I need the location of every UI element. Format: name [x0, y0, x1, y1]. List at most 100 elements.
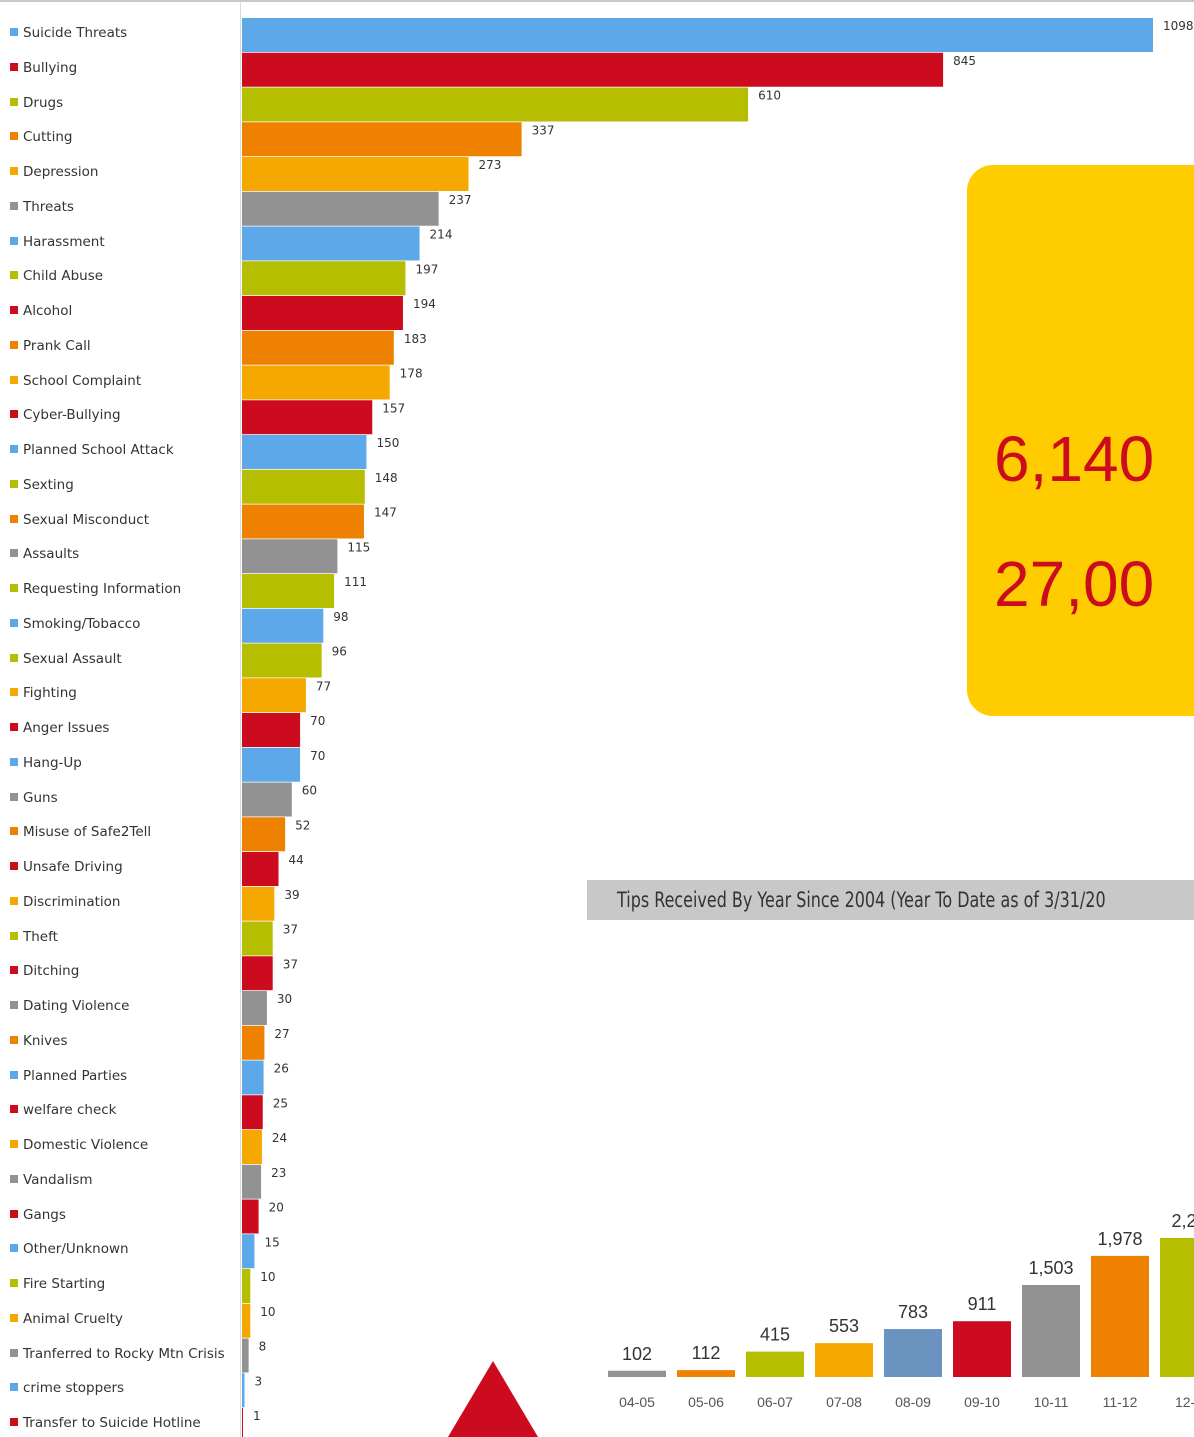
bar-value-label-36: 10: [260, 1270, 275, 1284]
legend-swatch-14: [10, 514, 18, 523]
bar-10: [242, 365, 390, 400]
legend-item-4: Depression: [10, 162, 98, 182]
bar-5: [242, 191, 439, 226]
legend-item-21: Hang-Up: [10, 753, 82, 773]
year-category-label-0: 04-05: [619, 1394, 655, 1410]
legend-item-0: Suicide Threats: [10, 23, 127, 43]
legend-item-40: Transfer to Suicide Hotline: [10, 1413, 201, 1433]
legend-label-9: Prank Call: [23, 337, 91, 354]
legend-label-21: Hang-Up: [23, 754, 82, 771]
legend-swatch-37: [10, 1313, 18, 1322]
year-value-label-6: 1,503: [1028, 1258, 1073, 1278]
bar-value-label-11: 157: [382, 401, 405, 415]
legend-label-12: Planned School Attack: [23, 442, 174, 458]
legend-swatch-1: [10, 62, 18, 71]
bar-value-label-7: 197: [415, 262, 438, 276]
bar-4: [242, 157, 469, 191]
legend-swatch-5: [10, 201, 18, 210]
year-category-label-7: 11-12: [1103, 1394, 1138, 1410]
legend-label-15: Assaults: [23, 546, 80, 563]
stat-number-secondary: 27,00: [994, 548, 1155, 620]
legend-label-18: Sexual Assault: [23, 650, 122, 667]
legend-swatch-12: [10, 445, 18, 453]
bar-value-label-10: 178: [400, 367, 423, 381]
bar-value-label-34: 20: [269, 1201, 284, 1215]
legend-swatch-0: [10, 28, 18, 36]
legend-label-31: welfare check: [23, 1102, 117, 1119]
bar-value-label-25: 39: [284, 888, 299, 902]
legend-label-0: Suicide Threats: [23, 25, 128, 41]
legend-item-31: welfare check: [10, 1100, 117, 1120]
legend-item-33: Vandalism: [10, 1170, 93, 1190]
legend-label-13: Sexting: [23, 476, 74, 493]
year-bar-4: [884, 1329, 942, 1377]
bar-value-label-24: 44: [289, 853, 304, 867]
bar-value-label-6: 214: [430, 228, 453, 242]
legend-swatch-21: [10, 757, 18, 766]
bar-36: [242, 1269, 251, 1303]
bar-14: [242, 504, 364, 539]
bar-26: [242, 921, 273, 956]
bar-value-label-23: 52: [295, 818, 310, 832]
legend-label-29: Knives: [23, 1032, 68, 1049]
legend-label-7: Child Abuse: [23, 268, 104, 285]
legend-item-15: Assaults: [10, 544, 79, 564]
bar-3: [242, 122, 522, 157]
legend-label-6: Harassment: [23, 233, 105, 250]
bar-23: [242, 817, 286, 852]
legend-swatch-9: [10, 340, 18, 349]
bar-13: [242, 469, 365, 504]
bar-value-label-35: 15: [264, 1235, 279, 1249]
legend-swatch-35: [10, 1244, 18, 1253]
legend-label-36: Fire Starting: [23, 1276, 106, 1292]
bar-value-label-2: 610: [758, 89, 781, 103]
year-bar-5: [953, 1321, 1011, 1377]
bar-34: [242, 1199, 259, 1234]
legend-label-32: Domestic Violence: [23, 1137, 149, 1153]
year-category-label-8: 12-1: [1175, 1394, 1194, 1410]
bar-value-label-9: 183: [404, 332, 427, 346]
bar-value-label-3: 337: [532, 123, 555, 137]
bar-1: [242, 52, 944, 87]
legend-swatch-26: [10, 931, 18, 940]
bar-value-label-29: 27: [274, 1027, 289, 1041]
legend-item-11: Cyber-Bullying: [10, 405, 121, 425]
legend-swatch-32: [10, 1140, 18, 1148]
legend-label-3: Cutting: [23, 129, 73, 146]
legend-label-5: Threats: [23, 198, 74, 215]
legend-item-25: Discrimination: [10, 892, 121, 912]
legend-item-32: Domestic Violence: [10, 1135, 148, 1155]
legend-item-9: Prank Call: [10, 336, 91, 356]
bar-value-label-12: 150: [376, 436, 399, 450]
bar-24: [242, 852, 279, 886]
bar-30: [242, 1060, 264, 1095]
legend-swatch-10: [10, 375, 18, 384]
legend-item-29: Knives: [10, 1031, 68, 1051]
bar-12: [242, 435, 367, 469]
bar-22: [242, 782, 292, 817]
year-value-label-2: 415: [760, 1325, 790, 1345]
legend-item-7: Child Abuse: [10, 266, 103, 286]
year-bar-1: [677, 1370, 735, 1377]
legend-swatch-3: [10, 132, 18, 141]
legend-swatch-39: [10, 1383, 18, 1392]
legend-label-23: Misuse of Safe2Tell: [23, 824, 152, 841]
year-bar-6: [1022, 1284, 1080, 1377]
legend-label-40: Transfer to Suicide Hotline: [23, 1415, 201, 1431]
bar-18: [242, 643, 322, 678]
year-value-label-4: 783: [898, 1302, 928, 1322]
bar-33: [242, 1164, 262, 1199]
bar-value-label-19: 77: [316, 679, 331, 693]
legend-item-12: Planned School Attack: [10, 440, 174, 460]
legend-label-16: Requesting Information: [23, 581, 182, 597]
legend-swatch-18: [10, 653, 18, 662]
legend-swatch-31: [10, 1105, 18, 1114]
bar-17: [242, 608, 324, 643]
bar-2: [242, 87, 749, 122]
legend-item-20: Anger Issues: [10, 718, 109, 738]
legend-item-19: Fighting: [10, 683, 77, 703]
legend-swatch-20: [10, 723, 18, 731]
bar-value-label-20: 70: [310, 714, 325, 728]
legend-label-17: Smoking/Tobacco: [23, 615, 141, 632]
